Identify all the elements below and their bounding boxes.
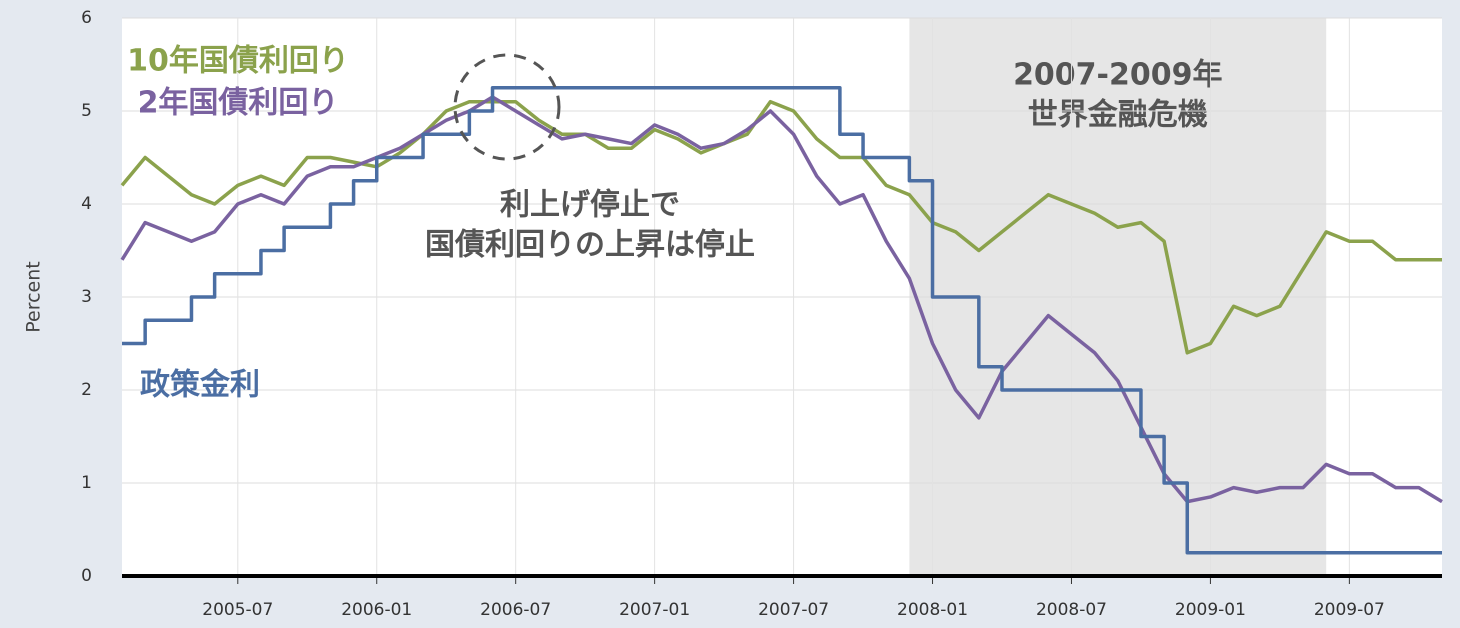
y-tick-label: 1	[81, 473, 92, 493]
annotation-circle	[453, 53, 561, 161]
series-line	[120, 95, 1443, 504]
y-tick-label: 0	[81, 566, 92, 586]
y-tick-label: 2	[81, 380, 92, 400]
shade-label: 2007-2009年	[1013, 58, 1222, 93]
y-tick-label: 4	[81, 194, 92, 214]
series-label: 10年国債利回り	[127, 44, 349, 79]
x-tick-label: 2009-07	[1314, 600, 1385, 620]
x-tick-label: 2006-07	[480, 600, 551, 620]
x-tick-label: 2009-01	[1175, 600, 1246, 620]
annotation-text: 利上げ停止で	[500, 188, 680, 223]
x-tick-label: 2007-01	[619, 600, 690, 620]
annotation-text: 国債利回りの上昇は停止	[425, 228, 755, 263]
x-tick-label: 2006-01	[341, 600, 412, 620]
y-tick-label: 5	[81, 101, 92, 121]
shade-label: 世界金融危機	[1028, 98, 1208, 133]
y-tick-label: 3	[81, 287, 92, 307]
x-tick-label: 2008-01	[897, 600, 968, 620]
y-axis-label: Percent	[23, 261, 45, 333]
x-tick-label: 2008-07	[1036, 600, 1107, 620]
series-line	[122, 86, 1442, 555]
series-label: 政策金利	[140, 368, 260, 403]
x-tick-label: 2007-07	[758, 600, 829, 620]
series-label: 2年国債利回り	[138, 86, 339, 121]
y-tick-label: 6	[81, 8, 92, 28]
x-tick-label: 2005-07	[202, 600, 273, 620]
series-line	[120, 99, 1442, 355]
